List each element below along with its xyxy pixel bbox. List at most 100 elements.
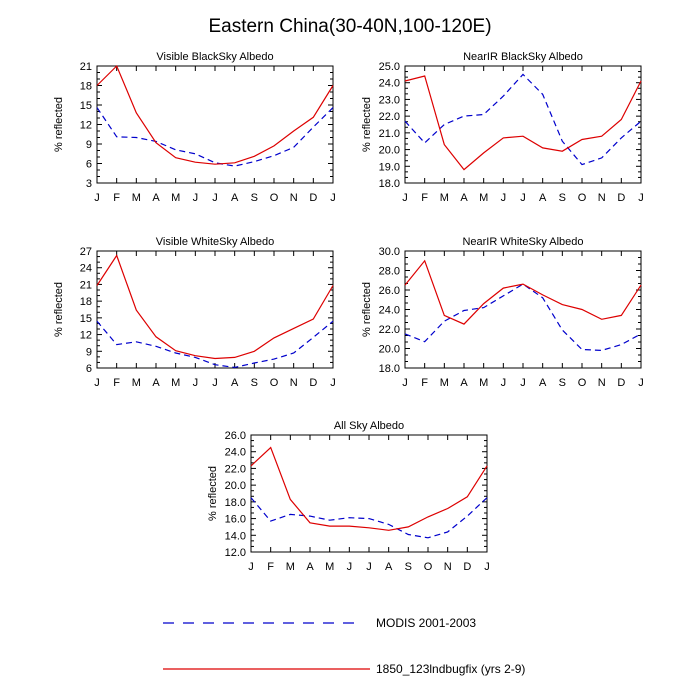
x-tick-label: J: [347, 561, 353, 573]
series-line-model: [96, 254, 334, 360]
legend-model-label: 1850_123lndbugfix (yrs 2-9): [376, 662, 525, 676]
y-tick-label: 6: [86, 363, 92, 375]
x-tick-label: F: [421, 377, 428, 389]
x-tick-label: M: [132, 192, 141, 204]
y-tick-label: 6: [86, 159, 92, 171]
x-tick-label: S: [251, 192, 258, 204]
plot-frame: [404, 250, 642, 369]
y-tick-label: 12: [80, 120, 92, 132]
x-tick-label: M: [440, 377, 449, 389]
x-tick-label: D: [617, 192, 625, 204]
x-tick-label: F: [421, 192, 428, 204]
x-tick-label: J: [212, 192, 218, 204]
x-tick-label: M: [479, 377, 488, 389]
x-tick-label: A: [539, 192, 547, 204]
y-tick-label: 24: [80, 263, 92, 275]
y-tick-label: 28.0: [379, 266, 400, 278]
x-tick-label: J: [501, 377, 507, 389]
x-tick-label: M: [286, 561, 295, 573]
y-tick-label: 18.0: [225, 497, 246, 509]
plot-frame: [96, 250, 334, 369]
x-tick-label: A: [306, 561, 314, 573]
y-axis-label: % reflected: [361, 282, 373, 337]
y-tick-label: 21.0: [379, 128, 400, 140]
y-tick-label: 12: [80, 330, 92, 342]
y-tick-label: 21: [80, 279, 92, 291]
y-tick-label: 27: [80, 246, 92, 258]
y-tick-label: 24.0: [379, 78, 400, 90]
x-tick-label: N: [444, 561, 452, 573]
series-line-modis: [96, 107, 334, 167]
x-tick-label: A: [385, 561, 393, 573]
y-axis-label: % reflected: [53, 282, 65, 337]
x-tick-label: M: [325, 561, 334, 573]
x-tick-label: O: [578, 377, 587, 389]
y-tick-label: 18: [80, 296, 92, 308]
y-tick-label: 20.0: [379, 145, 400, 157]
x-tick-label: A: [231, 377, 239, 389]
y-tick-label: 20.0: [379, 344, 400, 356]
x-tick-label: S: [559, 192, 566, 204]
x-tick-label: J: [94, 192, 100, 204]
series-line-model: [96, 64, 334, 165]
y-tick-label: 24.0: [225, 447, 246, 459]
x-tick-label: J: [638, 192, 644, 204]
plot-frame: [404, 65, 642, 184]
x-tick-label: J: [330, 192, 336, 204]
x-tick-label: S: [559, 377, 566, 389]
x-tick-label: M: [171, 192, 180, 204]
y-tick-label: 25.0: [379, 61, 400, 73]
x-tick-label: J: [212, 377, 218, 389]
legend: MODIS 2001-2003 1850_123lndbugfix (yrs 2…: [163, 616, 525, 676]
x-tick-label: D: [309, 377, 317, 389]
y-tick-label: 20.0: [225, 480, 246, 492]
x-tick-label: A: [539, 377, 547, 389]
x-tick-label: D: [463, 561, 471, 573]
x-tick-label: A: [152, 377, 160, 389]
y-tick-label: 18.0: [379, 178, 400, 190]
series-line-model: [404, 75, 642, 171]
x-tick-label: J: [402, 192, 408, 204]
x-tick-label: F: [113, 377, 120, 389]
y-tick-label: 18.0: [379, 363, 400, 375]
x-tick-label: S: [405, 561, 412, 573]
y-tick-label: 19.0: [379, 161, 400, 173]
plot-frame: [96, 65, 334, 184]
x-tick-label: S: [251, 377, 258, 389]
y-tick-label: 22.0: [225, 463, 246, 475]
series-line-modis: [404, 283, 642, 352]
chart-title: NearIR WhiteSky Albedo: [462, 236, 583, 248]
y-axis-label: % reflected: [361, 97, 373, 152]
x-tick-label: O: [270, 377, 279, 389]
x-tick-label: N: [290, 377, 298, 389]
y-tick-label: 14.0: [225, 530, 246, 542]
series-line-modis: [404, 73, 642, 166]
x-tick-label: A: [231, 192, 239, 204]
chart-title: All Sky Albedo: [334, 420, 404, 432]
x-tick-label: J: [94, 377, 100, 389]
series-line-model: [404, 259, 642, 325]
chart-title: Visible WhiteSky Albedo: [156, 236, 274, 248]
x-tick-label: M: [440, 192, 449, 204]
y-tick-label: 26.0: [379, 285, 400, 297]
y-tick-label: 3: [86, 178, 92, 190]
x-tick-label: O: [424, 561, 433, 573]
y-axis-label: % reflected: [53, 97, 65, 152]
x-tick-label: D: [309, 192, 317, 204]
y-tick-label: 26.0: [225, 430, 246, 442]
x-tick-label: F: [113, 192, 120, 204]
y-tick-label: 30.0: [379, 246, 400, 258]
y-tick-label: 22.0: [379, 324, 400, 336]
x-tick-label: J: [520, 192, 526, 204]
x-tick-label: J: [520, 377, 526, 389]
x-tick-label: M: [171, 377, 180, 389]
x-tick-label: J: [193, 192, 199, 204]
x-tick-label: J: [193, 377, 199, 389]
